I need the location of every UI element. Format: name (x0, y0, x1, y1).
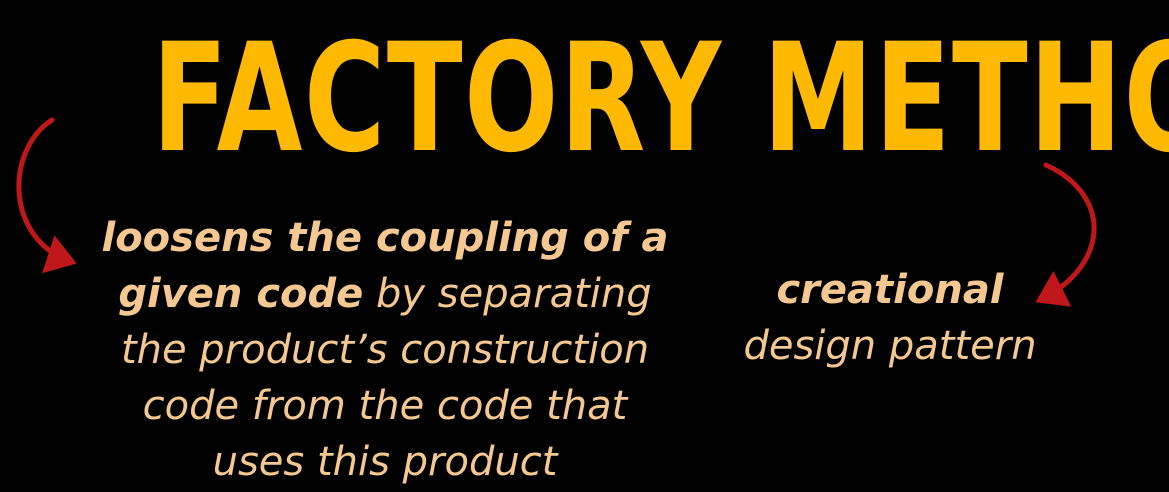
category-strong: creational (776, 267, 1004, 313)
definition-line-1: loosens the coupling of a (60, 210, 710, 266)
definition-rest-2: by separating (363, 271, 652, 317)
definition-line-2: given code by separating (60, 266, 710, 322)
definition-strong-1: loosens the coupling of a (101, 215, 669, 261)
definition-strong-2: given code (118, 271, 364, 317)
slide-title: FACTORY METHOD (151, 12, 1169, 186)
definition-line-5: uses this product (212, 439, 558, 485)
definition-line-3: the product’s construction (120, 327, 650, 373)
category-line: design pattern (743, 323, 1037, 369)
definition-text: loosens the coupling of a given code by … (60, 210, 710, 490)
category-text: creational design pattern (735, 262, 1045, 374)
definition-line-4: code from the code that (142, 383, 628, 429)
